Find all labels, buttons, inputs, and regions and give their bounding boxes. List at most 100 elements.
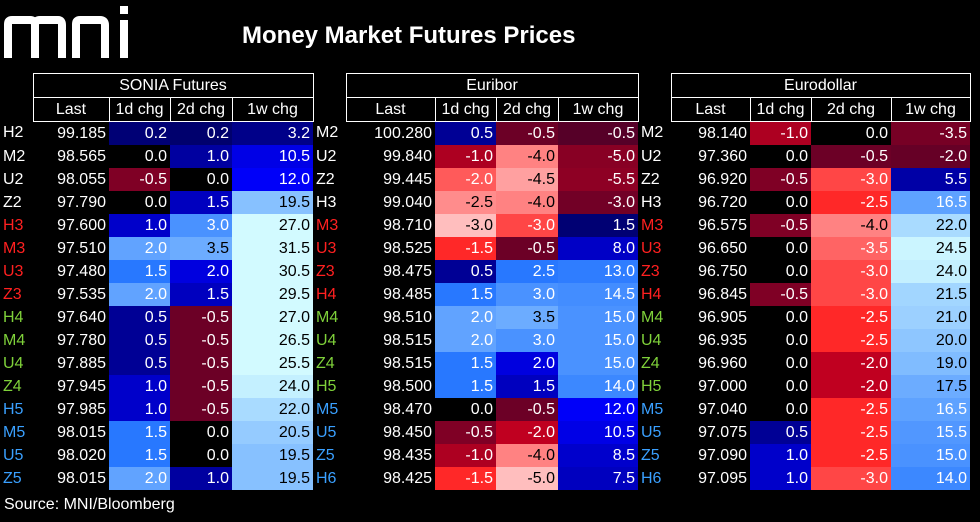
- change-cell: -2.0: [496, 421, 558, 444]
- change-cell: 13.0: [558, 260, 638, 283]
- change-cell: 1.5: [109, 444, 170, 467]
- change-cell: -3.0: [811, 283, 891, 306]
- change-cell: 1.0: [170, 467, 232, 490]
- table-row: H3 97.600 1.0 3.0 27.0 M3 98.710 -3.0 -3.0 1.5 M3 9…: [0, 214, 970, 237]
- contract-code-euribor: U2: [316, 147, 337, 165]
- chart-title: Money Market Futures Prices: [242, 22, 576, 49]
- column-header-row: Last 1d chg 2d chg 1w chg Last 1d chg 2d chg 1w…: [0, 97, 971, 122]
- last-price-cell: 99.185: [33, 121, 109, 145]
- change-cell: 19.5: [232, 191, 313, 214]
- change-cell: 10.5: [558, 421, 638, 444]
- last-price-cell: 99.040: [346, 191, 435, 214]
- change-cell: 21.5: [891, 283, 970, 306]
- contract-code-eurodollar: U3: [641, 239, 662, 257]
- change-cell: 27.0: [232, 214, 313, 237]
- contract-code-euribor: U4: [316, 331, 337, 349]
- change-cell: 2.0: [435, 329, 496, 352]
- last-price-cell: 97.640: [33, 306, 109, 329]
- change-cell: -0.5: [496, 237, 558, 260]
- contract-code-eurodollar: H5: [641, 377, 662, 395]
- contract-code-eurodollar: U5: [641, 423, 662, 441]
- last-price-cell: 97.000: [671, 375, 750, 398]
- column-header-euribor-1d-chg: 1d chg: [434, 97, 497, 122]
- group-title-euribor: Euribor: [345, 73, 639, 98]
- change-cell: -3.0: [558, 191, 638, 214]
- change-cell: 0.5: [109, 329, 170, 352]
- change-cell: 25.5: [232, 352, 313, 375]
- contract-code-eurodollar: M2: [641, 124, 664, 142]
- contract-code-sonia-futures: M3: [3, 239, 26, 257]
- change-cell: 0.5: [109, 306, 170, 329]
- contract-code-euribor: H3: [316, 193, 337, 211]
- change-cell: 14.5: [558, 283, 638, 306]
- last-price-cell: 97.480: [33, 260, 109, 283]
- last-price-cell: 99.445: [346, 168, 435, 191]
- change-cell: 2.0: [109, 237, 170, 260]
- last-price-cell: 98.485: [346, 283, 435, 306]
- change-cell: -0.5: [109, 168, 170, 191]
- contract-code-sonia-futures: U3: [3, 262, 24, 280]
- change-cell: 15.0: [891, 444, 970, 467]
- change-cell: 20.5: [232, 421, 313, 444]
- change-cell: 19.0: [891, 352, 970, 375]
- group-title-eurodollar: Eurodollar: [670, 73, 971, 98]
- change-cell: 0.2: [109, 121, 170, 145]
- header-spacer: [638, 97, 671, 122]
- change-cell: 0.5: [435, 121, 496, 145]
- change-cell: 0.0: [750, 398, 811, 421]
- last-price-cell: 97.985: [33, 398, 109, 421]
- change-cell: 1.0: [170, 145, 232, 168]
- change-cell: 2.0: [496, 352, 558, 375]
- change-cell: -3.0: [496, 214, 558, 237]
- change-cell: 7.5: [558, 467, 638, 490]
- change-cell: 1.5: [109, 421, 170, 444]
- change-cell: 0.0: [811, 121, 891, 145]
- change-cell: 0.0: [170, 444, 232, 467]
- contract-code-sonia-futures: U4: [3, 354, 24, 372]
- change-cell: -0.5: [170, 306, 232, 329]
- last-price-cell: 98.015: [33, 467, 109, 490]
- change-cell: 3.0: [170, 214, 232, 237]
- contract-code-sonia-futures: U5: [3, 446, 24, 464]
- column-header-sonia-futures-last: Last: [32, 97, 110, 122]
- column-header-sonia-futures-2d-chg: 2d chg: [169, 97, 233, 122]
- contract-code-sonia-futures: H4: [3, 308, 24, 326]
- change-cell: 0.0: [170, 168, 232, 191]
- contract-code-euribor: M4: [316, 308, 339, 326]
- change-cell: 22.0: [232, 398, 313, 421]
- change-cell: -1.5: [435, 237, 496, 260]
- contract-code-euribor: M2: [316, 124, 339, 142]
- last-price-cell: 98.140: [671, 121, 750, 145]
- contract-code-sonia-futures: H5: [3, 400, 24, 418]
- futures-table: SONIA Futures Euribor Eurodollar Last 1d ch…: [0, 73, 971, 490]
- change-cell: 0.0: [750, 306, 811, 329]
- change-cell: -1.0: [435, 444, 496, 467]
- header-spacer: [638, 73, 671, 98]
- last-price-cell: 97.095: [671, 467, 750, 490]
- change-cell: -3.5: [811, 237, 891, 260]
- last-price-cell: 100.280: [346, 121, 435, 145]
- change-cell: 1.0: [750, 467, 811, 490]
- change-cell: 3.5: [170, 237, 232, 260]
- change-cell: -0.5: [170, 375, 232, 398]
- table-row: M4 97.780 0.5 -0.5 26.5 U4 98.515 2.0 3.0 15.0 U4 9…: [0, 329, 970, 352]
- change-cell: 8.0: [558, 237, 638, 260]
- last-price-cell: 97.090: [671, 444, 750, 467]
- change-cell: -2.0: [891, 145, 970, 168]
- last-price-cell: 97.780: [33, 329, 109, 352]
- last-price-cell: 96.935: [671, 329, 750, 352]
- column-header-euribor-last: Last: [345, 97, 436, 122]
- last-price-cell: 98.020: [33, 444, 109, 467]
- table-row: H4 97.640 0.5 -0.5 27.0 M4 98.510 2.0 3.5 15.0 M4 9…: [0, 306, 970, 329]
- change-cell: 0.0: [750, 260, 811, 283]
- change-cell: -0.5: [170, 398, 232, 421]
- change-cell: 5.5: [891, 168, 970, 191]
- change-cell: -2.5: [811, 398, 891, 421]
- table-row: Z3 97.535 2.0 1.5 29.5 H4 98.485 1.5 3.0 14.5 H4 96…: [0, 283, 970, 306]
- contract-code-euribor: Z5: [316, 446, 335, 464]
- contract-code-sonia-futures: U2: [3, 170, 24, 188]
- last-price-cell: 98.565: [33, 145, 109, 168]
- last-price-cell: 97.790: [33, 191, 109, 214]
- change-cell: -2.0: [435, 168, 496, 191]
- change-cell: 0.0: [750, 237, 811, 260]
